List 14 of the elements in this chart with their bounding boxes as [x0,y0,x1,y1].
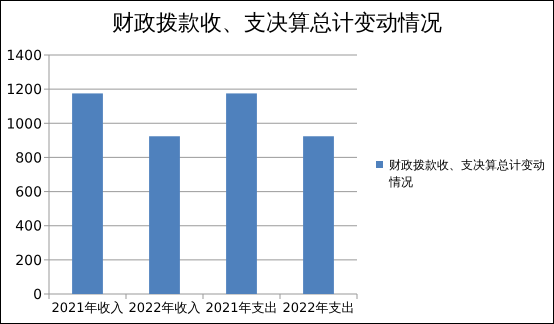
x-tick-label: 2021年支出 [205,301,278,316]
legend: 财政拨款收、支决算总计变动情况 [376,158,545,189]
y-tick-label: 0 [33,287,42,303]
chart-title: 财政拨款收、支决算总计变动情况 [112,11,442,36]
y-tick-label: 1200 [6,82,42,98]
x-tick-label: 2021年收入 [51,301,124,316]
y-tick-label: 200 [15,252,42,269]
y-tick-label: 1000 [6,116,42,132]
y-tick-label: 400 [15,218,42,235]
x-tick-label: 2022年收入 [128,301,201,316]
y-tick-label: 600 [15,184,42,201]
x-tick-label: 2022年支出 [282,301,355,316]
y-tick-label: 1400 [6,48,42,64]
y-tick-label: 800 [15,150,42,166]
